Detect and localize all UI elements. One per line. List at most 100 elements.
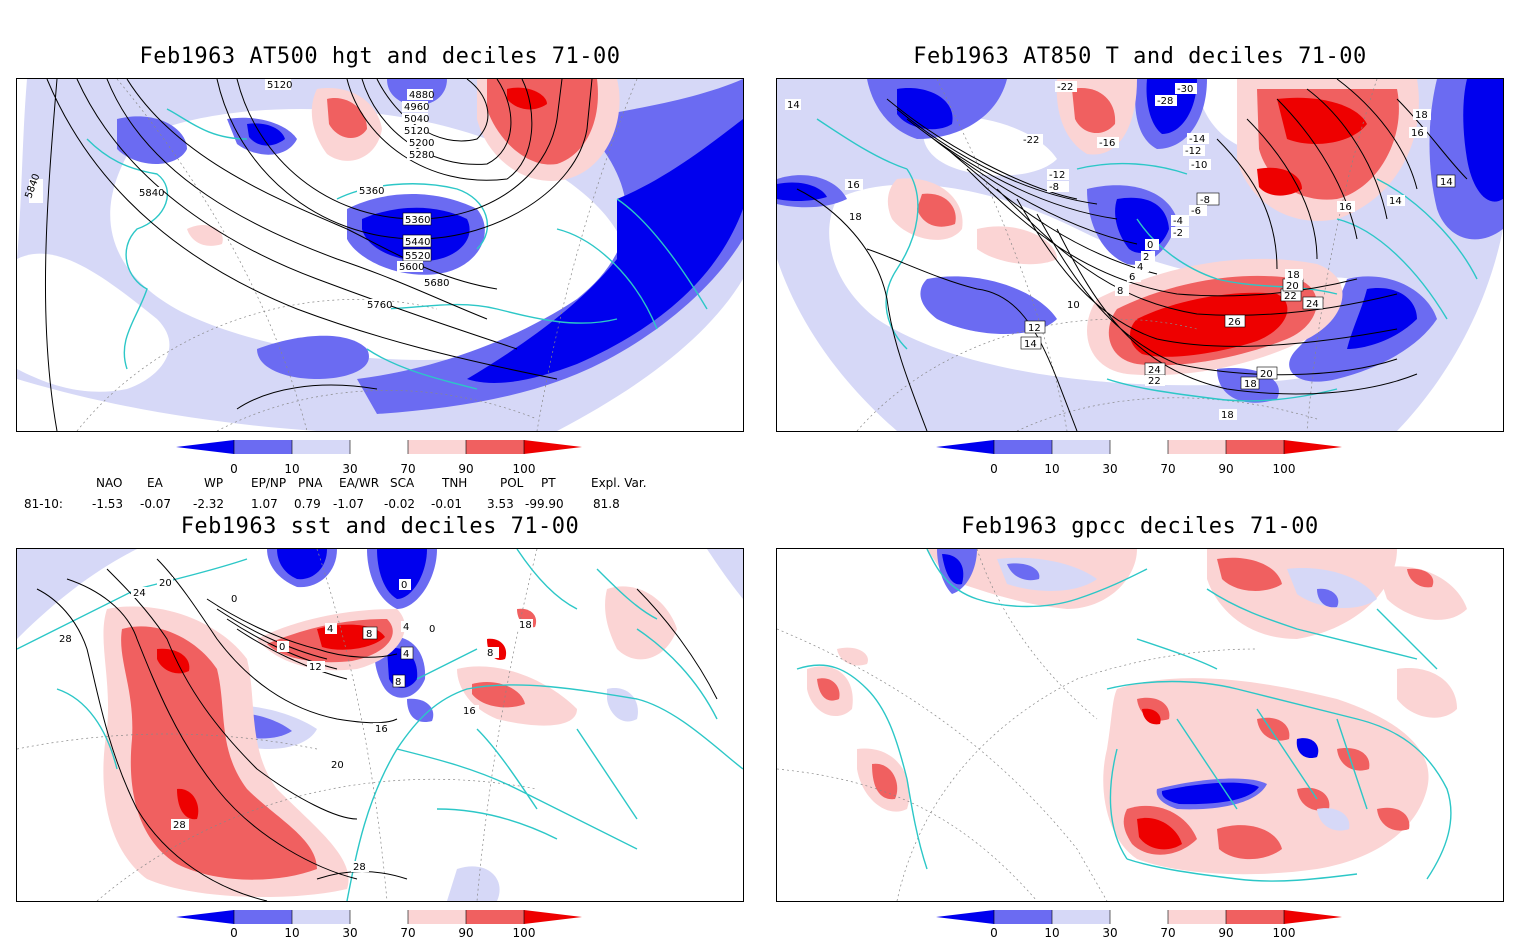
contour-label: 4 [325,623,337,635]
coastline [86,108,708,390]
surplus-region [472,681,525,708]
contour-label: 5440 [402,234,432,248]
index-header: PNA [298,476,323,490]
svg-text:5440: 5440 [405,237,430,248]
contour-label: 5360 [357,185,384,197]
contour-label: 5280 [407,149,434,161]
colorbar-segment [1110,910,1168,924]
contour-label: 24 [131,587,147,599]
svg-text:8: 8 [1117,286,1123,297]
surplus-region [1217,825,1282,860]
contour-label: 8 [362,626,378,640]
contour-label: 6 [1127,271,1141,283]
contour-label: -4 [1171,215,1189,227]
svg-text:5360: 5360 [359,186,384,197]
deficit-region [407,698,434,723]
contour-label: 14 [1020,336,1042,350]
contour-label: 0 [277,641,289,653]
contour-label: -8 [1196,192,1220,206]
contour-label: 28 [351,861,369,873]
svg-text:5120: 5120 [404,126,429,137]
svg-text:16: 16 [1339,202,1352,213]
svg-text:20: 20 [331,760,344,771]
coastline [816,118,1478,402]
colorbar-segment [1168,440,1226,454]
surplus-region [1287,568,1377,609]
svg-text:26: 26 [1228,317,1241,328]
colorbar-label: 70 [1160,462,1176,476]
colorbar-segment [1226,440,1284,454]
contour-label: -22 [1055,81,1077,93]
contour-label: 4 [401,621,413,633]
contour-label: 5840 [137,187,164,199]
contour-label: 18 [847,211,865,223]
contour-label: 14 [1436,174,1456,188]
contour-label: 5200 [407,137,434,149]
colorbar-label: 10 [1044,462,1060,476]
svg-text:-30: -30 [1177,84,1193,95]
contour-label: 18 [1413,109,1431,121]
contour-label: 5120 [265,79,292,91]
svg-text:4: 4 [403,649,409,660]
surplus-region [1072,88,1116,134]
contour-label: 5120 [402,125,429,137]
outside-mask [1397,229,1503,431]
surplus-region [1397,668,1457,718]
svg-text:4: 4 [1137,262,1143,273]
index-header: EA/WR [339,476,380,490]
colorbar-segment [524,440,582,454]
colorbar-label: 90 [458,926,474,940]
contour-label: 22 [1145,375,1165,387]
svg-text:5040: 5040 [404,114,429,125]
svg-text:5840: 5840 [139,188,164,199]
contour-label: 8 [392,674,406,688]
contour-label: 4880 [407,89,434,101]
contour-label: -6 [1189,205,1207,217]
colorbar-label: 30 [342,926,358,940]
surplus-region [1407,568,1434,588]
svg-text:4: 4 [327,624,333,635]
map-sst: 28 24 20 0 0 4 8 4 0 4 8 0 12 16 20 28 1… [16,548,744,902]
contour-label: 16 [461,705,479,717]
colorbar-hgt500: 0 10 30 70 90 100 [176,440,588,480]
svg-text:18: 18 [1221,410,1234,421]
contour-label: 2 [1141,251,1155,263]
contour-label: 24 [1144,362,1166,376]
colorbar-segment [994,910,1052,924]
svg-text:28: 28 [173,820,186,831]
svg-text:14: 14 [1440,177,1453,188]
deficit-region [447,866,500,901]
contour-label: 5680 [422,277,449,289]
svg-text:5600: 5600 [399,262,424,273]
surplus-region [1217,557,1282,591]
colorbar-label: 90 [1218,926,1234,940]
svg-text:8: 8 [366,629,372,640]
contour-label: 20 [329,759,347,771]
colorbar-segment [234,440,292,454]
deficit-region [1347,288,1417,349]
colorbar-segment [292,910,350,924]
contour-label: 0 [1145,239,1159,251]
contour-label: 5760 [365,299,392,311]
index-header: WP [204,476,224,490]
colorbar-label: 30 [342,462,358,476]
contour-label: 5520 [402,248,432,262]
svg-text:16: 16 [847,180,860,191]
contour-label: 14 [785,99,801,111]
colorbar-gpcc: 0 10 30 70 90 100 [936,910,1348,950]
colorbar-label: 90 [458,462,474,476]
colorbar-segment [234,910,292,924]
deficit-region [1463,79,1503,202]
deficit-region [247,123,285,146]
surplus-region [605,586,677,660]
index-value: 3.53 [487,497,514,511]
surplus-region [121,626,317,880]
surplus-region [177,788,199,820]
graticule [76,79,638,431]
surplus-region [1297,787,1330,811]
surplus-region [1130,292,1288,357]
svg-text:6: 6 [1129,272,1135,283]
contour-label: 28 [171,819,189,831]
colorbar-segment [1284,440,1342,454]
deficit-region [1007,563,1040,581]
